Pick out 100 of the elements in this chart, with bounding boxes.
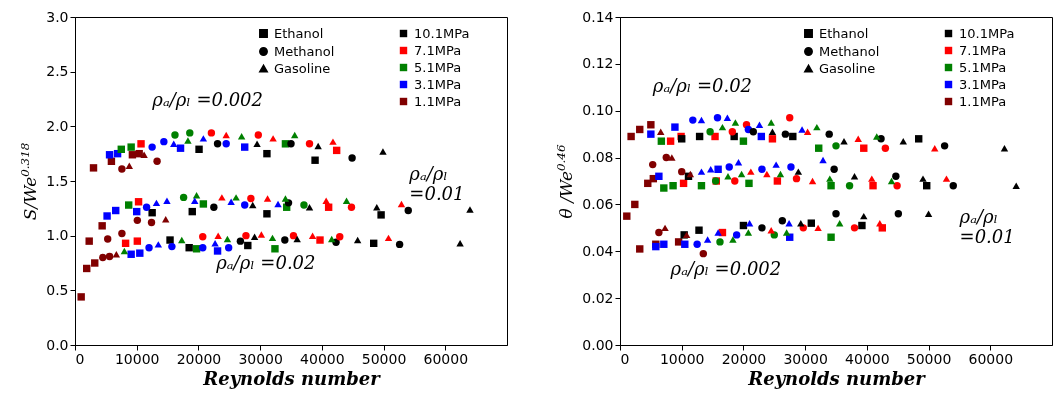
point [153, 157, 161, 166]
point [887, 177, 896, 185]
point [942, 175, 951, 182]
point [281, 195, 290, 202]
point [697, 116, 706, 124]
point [224, 243, 233, 252]
point [666, 137, 675, 145]
legend-label: 7.1MPa [414, 42, 462, 58]
point [207, 129, 216, 137]
point [814, 224, 822, 232]
point [832, 210, 840, 218]
point [671, 123, 679, 131]
point [210, 203, 218, 211]
point [242, 231, 250, 240]
point [223, 235, 232, 243]
point [737, 170, 746, 178]
x-tick-label: 20000 [176, 350, 222, 367]
point [819, 156, 827, 164]
point [772, 161, 780, 168]
point [347, 203, 356, 211]
point [213, 247, 222, 255]
point [184, 137, 192, 144]
point [89, 164, 98, 172]
legend-label: 1.1MPa [959, 93, 1007, 109]
point [725, 163, 733, 171]
point [191, 197, 199, 204]
point [305, 140, 314, 148]
point [714, 229, 722, 236]
y-tick-label: 0.0 [46, 336, 69, 353]
point [377, 211, 385, 219]
x-tick-label: 20000 [721, 350, 767, 367]
point [787, 163, 795, 171]
point [268, 234, 277, 242]
point [689, 116, 697, 124]
point [168, 242, 176, 251]
point [269, 135, 277, 142]
y-tick-label: 0.04 [582, 242, 614, 259]
point [99, 253, 107, 262]
point [868, 175, 876, 182]
point [747, 168, 755, 175]
point [397, 200, 406, 208]
point [135, 149, 143, 158]
point [729, 236, 737, 243]
x-tick-label: 60000 [968, 350, 1014, 367]
point [723, 114, 732, 121]
y-tick-label: 0.06 [582, 195, 614, 212]
x-tick-label: 40000 [845, 350, 890, 367]
point [731, 177, 739, 185]
point [328, 235, 336, 243]
point [854, 135, 862, 143]
annotation: ρₐ/ρₗ =0.002 [669, 257, 782, 279]
point [384, 234, 393, 242]
point [798, 126, 806, 133]
point [133, 237, 142, 245]
point [731, 119, 740, 126]
point [869, 181, 877, 190]
y-tick-label: 0.10 [582, 102, 614, 119]
point [699, 249, 708, 258]
x-axis-title: Reynolds number [747, 367, 927, 389]
legend-label: Ethanol [819, 25, 869, 41]
point [395, 240, 404, 249]
point [703, 236, 712, 243]
point [949, 181, 957, 190]
point [163, 197, 171, 204]
y-tick-label: 0.02 [582, 289, 614, 306]
legend-label: 10.1MPa [959, 25, 1015, 41]
point [142, 203, 151, 211]
point [105, 252, 114, 261]
point [681, 240, 689, 248]
point [232, 194, 240, 201]
point [329, 138, 337, 145]
point [214, 232, 222, 239]
point [254, 131, 262, 139]
point [830, 165, 838, 173]
point [316, 236, 324, 244]
point [678, 167, 686, 176]
point [199, 243, 207, 252]
point [274, 200, 282, 208]
point [118, 229, 126, 238]
point [778, 217, 787, 225]
point [237, 132, 246, 140]
point [768, 135, 777, 143]
point [860, 144, 868, 152]
point [881, 144, 890, 152]
y-tick-label: 1.5 [46, 172, 69, 189]
point [170, 140, 178, 148]
annotation: ρₐ/ρₗ =0.02 [215, 251, 316, 273]
y-tick-label: 3.0 [46, 8, 69, 25]
point [940, 142, 949, 150]
point [103, 212, 111, 220]
point [178, 236, 186, 244]
legend-label: Ethanol [274, 25, 324, 41]
point [660, 240, 668, 248]
point [120, 247, 129, 255]
point [247, 194, 255, 203]
point [826, 175, 834, 182]
point [227, 198, 235, 205]
point [732, 231, 741, 239]
point [166, 236, 174, 244]
point [697, 168, 706, 175]
